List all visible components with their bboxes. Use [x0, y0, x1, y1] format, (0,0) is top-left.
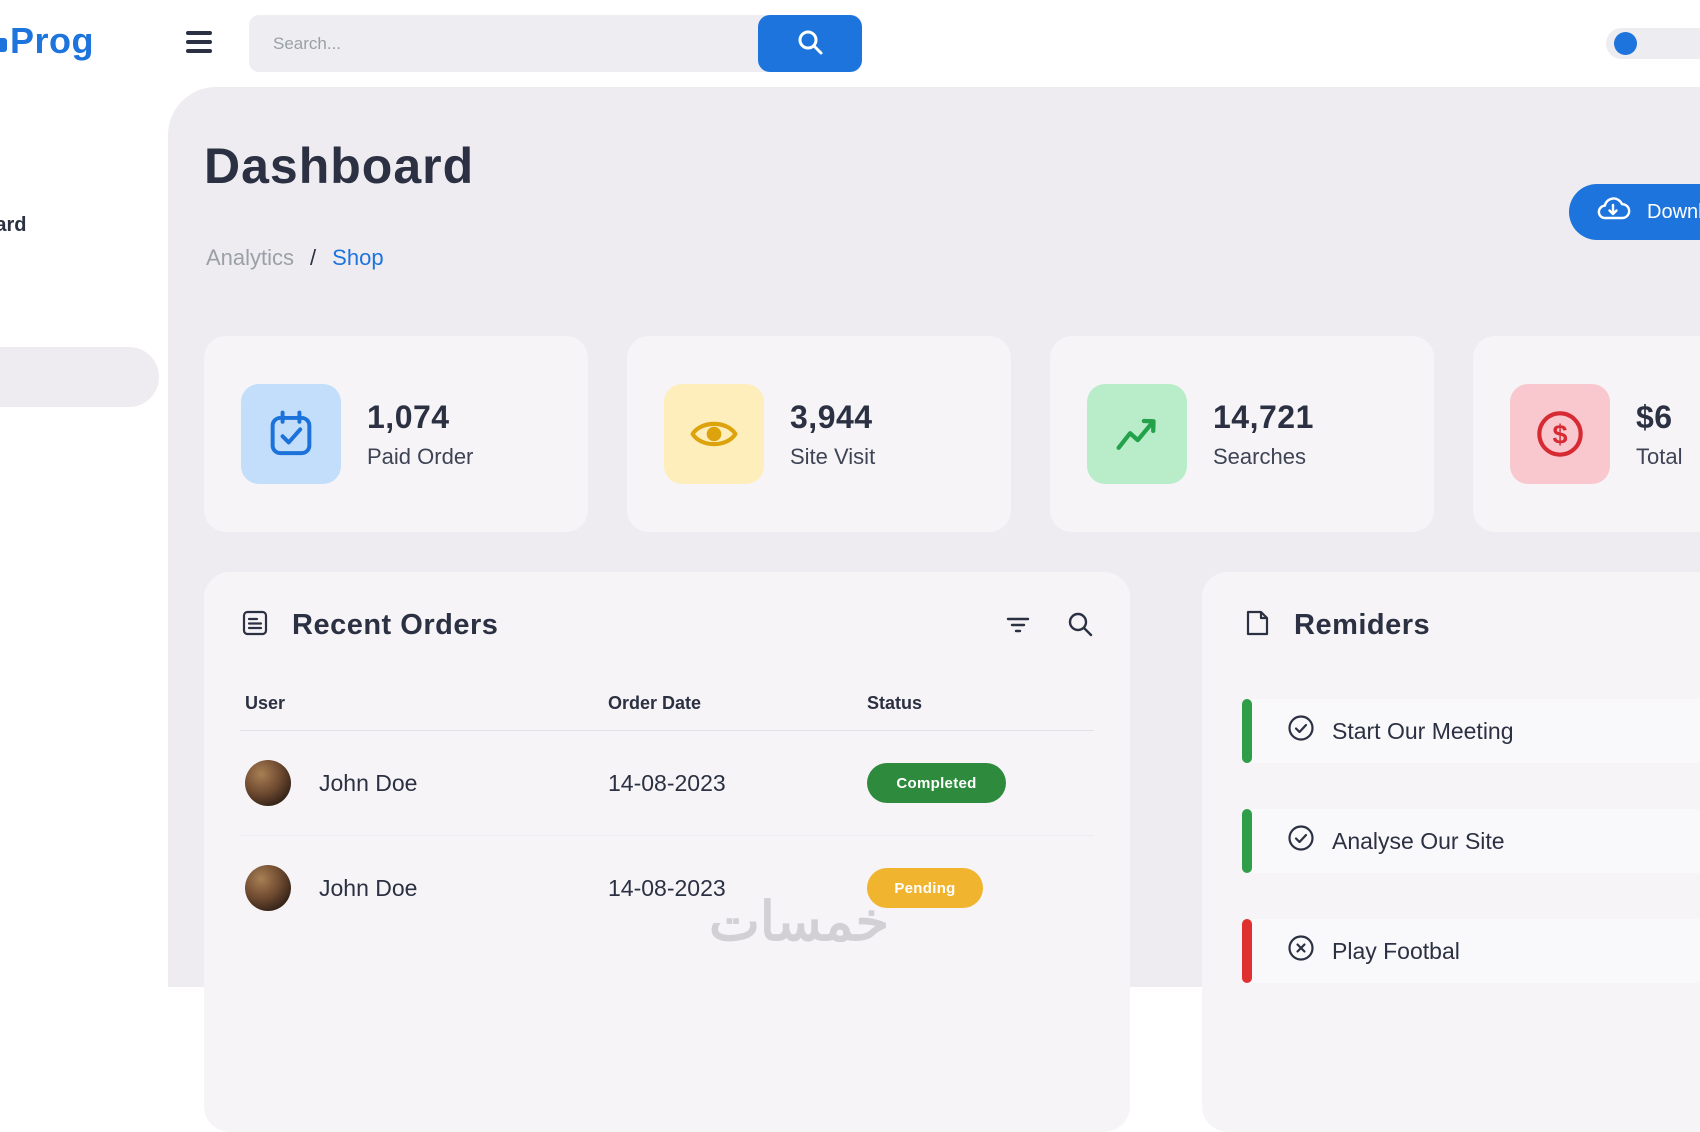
- stats-row: 1,074 Paid Order 3,944 Site Visit 14,721…: [204, 336, 1700, 532]
- stat-label: Paid Order: [367, 443, 474, 469]
- stat-card-searches: 14,721 Searches: [1050, 336, 1434, 532]
- breadcrumb-analytics[interactable]: Analytics: [206, 245, 295, 270]
- menu-icon[interactable]: [186, 31, 212, 58]
- table-row: John Doe 14-08-2023 Completed: [240, 731, 1094, 835]
- check-circle-icon: [1286, 713, 1316, 749]
- reminders-icon: [1242, 608, 1272, 643]
- order-date: 14-08-2023: [608, 769, 726, 796]
- reminders-title: Remiders: [1294, 609, 1431, 641]
- page-title: Dashboard: [204, 138, 475, 194]
- orders-title: Recent Orders: [292, 609, 499, 641]
- chart-line-icon: [1087, 384, 1187, 484]
- sidebar-item-dashboard[interactable]: Dashboard: [0, 214, 27, 236]
- calendar-check-icon: [241, 384, 341, 484]
- menu-bar: [186, 49, 212, 53]
- stat-label: Site Visit: [790, 443, 876, 469]
- logo-fragment: [0, 38, 7, 52]
- reminders-card: Remiders Start Our Meeting Analyse Our S…: [1202, 572, 1700, 1132]
- orders-search-button[interactable]: [1066, 610, 1094, 641]
- filter-button[interactable]: [1004, 612, 1032, 639]
- reminder-label: Start Our Meeting: [1332, 717, 1514, 744]
- eye-icon: [664, 384, 764, 484]
- stat-value: $6: [1636, 398, 1673, 435]
- stat-card-total: $ $6 Total: [1473, 336, 1700, 532]
- reminder-label: Analyse Our Site: [1332, 827, 1505, 854]
- search-icon: [1066, 610, 1094, 641]
- reminder-status-bar: [1242, 809, 1252, 873]
- receipt-icon: [240, 608, 270, 643]
- toggle-knob: [1614, 32, 1637, 55]
- reminder-status-bar: [1242, 699, 1252, 763]
- reminder-item[interactable]: Play Footbal: [1242, 919, 1700, 983]
- app-logo[interactable]: Prog: [10, 20, 95, 61]
- stat-card-site-visit: 3,944 Site Visit: [627, 336, 1011, 532]
- menu-bar: [186, 31, 212, 35]
- breadcrumb: Analytics / Shop: [206, 245, 384, 271]
- search-input[interactable]: [249, 15, 753, 72]
- reminder-item[interactable]: Start Our Meeting: [1242, 699, 1700, 763]
- reminder-status-bar: [1242, 919, 1252, 983]
- main-content: Dashboard Analytics / Shop Download 1,07…: [168, 87, 1700, 1132]
- watermark: خمسات: [709, 892, 890, 952]
- stat-value: 14,721: [1213, 398, 1314, 435]
- check-circle-icon: [1286, 823, 1316, 859]
- divider: [240, 835, 1094, 836]
- breadcrumb-shop[interactable]: Shop: [332, 245, 384, 270]
- order-date: 14-08-2023: [608, 874, 726, 901]
- sidebar-active-item[interactable]: [0, 347, 159, 407]
- recent-orders-card: خمسات Recent Orders User: [204, 572, 1130, 1132]
- stat-value: 3,944: [790, 398, 873, 435]
- x-circle-icon: [1286, 933, 1316, 969]
- breadcrumb-separator: /: [310, 245, 317, 270]
- search-icon: [795, 27, 825, 60]
- table-row: John Doe 14-08-2023 Pending: [240, 836, 1094, 940]
- menu-bar: [186, 40, 212, 44]
- reminder-item[interactable]: Analyse Our Site: [1242, 809, 1700, 873]
- stat-card-paid-order: 1,074 Paid Order: [204, 336, 588, 532]
- stat-label: Searches: [1213, 443, 1306, 469]
- divider: [240, 730, 1094, 731]
- download-button-label: Download: [1647, 200, 1700, 223]
- reminder-label: Play Footbal: [1332, 937, 1460, 964]
- theme-toggle[interactable]: [1606, 28, 1700, 59]
- dollar-circle-icon: $: [1510, 384, 1610, 484]
- search-bar: [249, 15, 862, 72]
- column-status: Status: [867, 693, 923, 713]
- stat-label: Total: [1636, 443, 1683, 469]
- user-name: John Doe: [319, 874, 418, 901]
- reminders-list: Start Our Meeting Analyse Our Site Play …: [1242, 699, 1700, 983]
- table-header: User Order Date Status: [240, 693, 1094, 714]
- cloud-download-icon: [1595, 194, 1631, 230]
- svg-text:$: $: [1552, 420, 1567, 450]
- status-badge: Pending: [867, 868, 983, 908]
- stat-value: 1,074: [367, 398, 450, 435]
- column-user: User: [245, 693, 286, 713]
- column-order-date: Order Date: [608, 693, 702, 713]
- avatar: [245, 865, 291, 911]
- status-badge: Completed: [867, 763, 1006, 803]
- filter-icon: [1004, 612, 1032, 639]
- avatar: [245, 760, 291, 806]
- user-name: John Doe: [319, 769, 418, 796]
- download-button[interactable]: Download: [1569, 184, 1700, 240]
- search-button[interactable]: [758, 15, 862, 72]
